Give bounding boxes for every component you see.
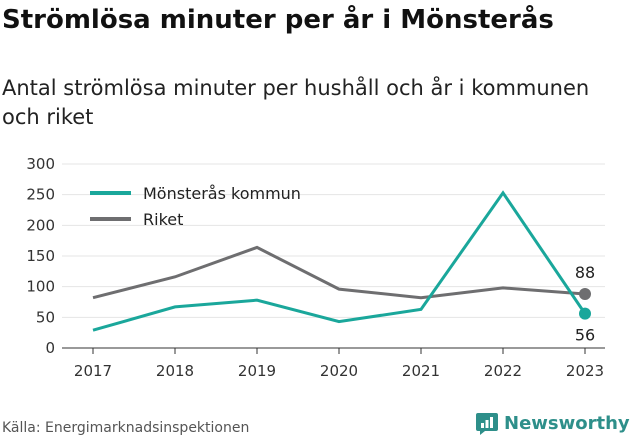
x-tick-label: 2017 bbox=[74, 362, 112, 380]
series-line-riket bbox=[92, 245, 586, 300]
x-axis-ticks: 2017 2018 2019 2020 2021 2022 2023 bbox=[74, 348, 604, 380]
brand-name: Newsworthy bbox=[504, 412, 630, 434]
x-tick-label: 2021 bbox=[402, 362, 440, 380]
y-tick-label: 300 bbox=[26, 155, 55, 173]
y-tick-label: 50 bbox=[36, 308, 55, 326]
brand-logo: Newsworthy bbox=[475, 408, 630, 438]
y-tick-label: 250 bbox=[26, 186, 55, 204]
end-point-riket bbox=[579, 288, 591, 301]
end-label-monsteras: 56 bbox=[575, 326, 595, 345]
chart-title: Strömlösa minuter per år i Mönsterås bbox=[2, 5, 554, 35]
series-line-monsteras bbox=[92, 190, 587, 332]
legend: Mönsterås kommun Riket bbox=[90, 184, 301, 229]
y-axis-ticks: 0 50 100 150 200 250 300 bbox=[26, 155, 55, 357]
x-tick-label: 2023 bbox=[566, 362, 604, 380]
x-tick-label: 2019 bbox=[238, 362, 276, 380]
y-tick-label: 0 bbox=[45, 339, 55, 357]
x-tick-label: 2022 bbox=[484, 362, 522, 380]
legend-label-monsteras: Mönsterås kommun bbox=[143, 184, 301, 203]
legend-label-riket: Riket bbox=[143, 210, 183, 229]
y-tick-label: 100 bbox=[26, 278, 55, 296]
source-note: Källa: Energimarknadsinspektionen bbox=[2, 420, 250, 436]
x-tick-label: 2018 bbox=[156, 362, 194, 380]
end-point-monsteras bbox=[579, 307, 591, 320]
newsworthy-logo-icon bbox=[476, 413, 498, 435]
end-label-riket: 88 bbox=[575, 263, 595, 282]
chart-subtitle: Antal strömlösa minuter per hushåll och … bbox=[2, 76, 590, 129]
end-points bbox=[579, 288, 591, 320]
x-tick-label: 2020 bbox=[320, 362, 358, 380]
y-tick-label: 200 bbox=[26, 216, 55, 234]
series-lines bbox=[92, 190, 587, 332]
y-tick-label: 150 bbox=[26, 247, 55, 265]
